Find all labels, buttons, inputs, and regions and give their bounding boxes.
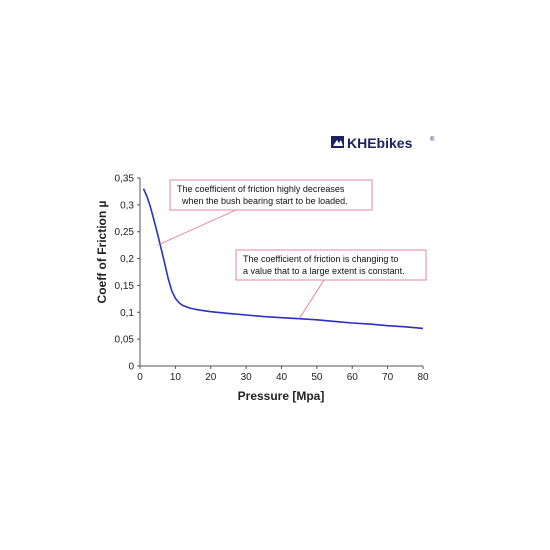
- y-tick-label: 0: [128, 362, 134, 373]
- y-tick-label: 0,25: [115, 227, 135, 238]
- annotation-1-line-1: The coefficient of friction highly decre…: [177, 184, 345, 194]
- annotation-1-leader: [157, 209, 237, 246]
- annotation-2-leader: [298, 279, 325, 319]
- x-tick-label: 70: [382, 372, 394, 383]
- y-tick-label: 0,35: [115, 174, 135, 185]
- y-tick-label: 0,15: [115, 281, 135, 292]
- x-tick-label: 80: [417, 372, 429, 383]
- x-axis-title: Pressure [Mpa]: [238, 389, 325, 403]
- annotation-2-line-2: a value that to a large extent is consta…: [243, 266, 405, 276]
- x-tick-label: 20: [205, 372, 217, 383]
- x-tick-label: 0: [137, 372, 143, 383]
- y-tick-label: 0,1: [120, 308, 134, 319]
- brand-registered-mark: ®: [430, 136, 435, 143]
- x-tick-label: 60: [347, 372, 359, 383]
- annotation-2-line-1: The coefficient of friction is changing …: [243, 254, 398, 264]
- x-tick-label: 30: [241, 372, 253, 383]
- annotation-2-box: [235, 249, 427, 281]
- annotation-1-box: [169, 179, 373, 211]
- annotation-1-line-2: when the bush bearing start to be loaded…: [181, 196, 348, 206]
- brand-logo: KHEbikes ®: [331, 135, 435, 151]
- y-tick-label: 0,3: [120, 200, 134, 211]
- brand-name: KHEbikes: [347, 135, 413, 151]
- x-ticks: 0 10 20 30 40 50 60 70 80: [137, 366, 429, 383]
- friction-curve: [142, 188, 424, 330]
- y-ticks: 0 0,05 0,1 0,15 0,2 0,25 0,3 0,35: [115, 174, 140, 373]
- y-tick-label: 0,05: [115, 335, 135, 346]
- x-tick-label: 10: [170, 372, 182, 383]
- y-tick-label: 0,2: [120, 254, 134, 265]
- y-axis-title: Coeff of Friction µ: [95, 200, 109, 303]
- x-tick-label: 40: [276, 372, 288, 383]
- mountain-shape-icon: [333, 140, 343, 146]
- x-tick-label: 50: [311, 372, 323, 383]
